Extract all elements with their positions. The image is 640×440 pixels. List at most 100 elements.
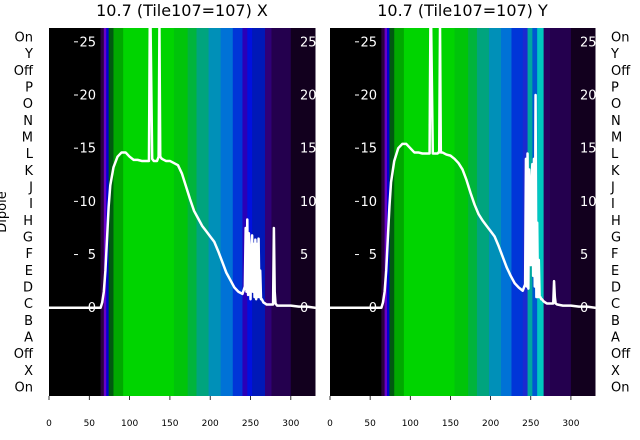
dipole-label: K: [611, 164, 620, 179]
profile-tick-label: 25: [360, 35, 377, 50]
dipole-label: Y: [610, 47, 619, 62]
dipole-label: On: [611, 31, 629, 46]
heatmap-column: [242, 28, 248, 396]
profile-tick-label: 0: [580, 301, 588, 316]
x-tick-label: 100: [402, 419, 419, 429]
x-tick-label: 300: [562, 419, 579, 429]
heatmap-column: [511, 28, 524, 396]
dipole-label: G: [611, 231, 621, 246]
dipole-label: D: [23, 281, 33, 296]
heatmap-column: [103, 28, 107, 396]
x-tick-label: 150: [161, 419, 178, 429]
dipole-label: F: [611, 247, 618, 262]
chart-panel-2: 10.7 (Tile107=107) YOnYOffPONMLKJIHGFEDC…: [327, 1, 631, 429]
dipole-label: I: [29, 197, 33, 212]
profile-tick-label: 25: [580, 35, 597, 50]
x-tick-label: 150: [442, 419, 459, 429]
dipole-label: Off: [14, 347, 34, 362]
heatmap-column: [232, 28, 243, 396]
x-tick-label: 250: [522, 419, 539, 429]
dipole-label: On: [15, 31, 33, 46]
heatmap-column: [208, 28, 222, 396]
profile-tick-label: 20: [79, 89, 96, 104]
x-tick-label: 50: [364, 419, 376, 429]
dipole-label: N: [23, 114, 33, 129]
dipole-label: O: [611, 97, 621, 112]
heatmap-column: [271, 28, 292, 396]
profile-tick-label: 10: [580, 195, 597, 210]
dipole-label: Off: [611, 64, 631, 79]
dipole-label: O: [23, 97, 33, 112]
heatmap-column: [543, 28, 551, 396]
profile-tick-label: 20: [360, 89, 377, 104]
dipole-label: M: [22, 131, 33, 146]
dipole-label: A: [24, 331, 33, 346]
heatmap-column: [537, 28, 545, 396]
heatmap-column: [187, 28, 198, 396]
dipole-label: Off: [611, 347, 631, 362]
dipole-label: N: [611, 114, 621, 129]
dipole-label: I: [611, 197, 615, 212]
dipole-label: C: [24, 297, 33, 312]
chart-panel-1: 10.7 (Tile107=107) XOnYOffPONMLKJIHGFEDC…: [0, 1, 317, 429]
heatmap-column: [220, 28, 234, 396]
x-tick-label: 0: [46, 419, 52, 429]
profile-line: [47, 26, 317, 309]
profile-tick-label: 0: [300, 301, 308, 316]
heatmap-column: [570, 28, 596, 396]
heatmap-column: [100, 28, 105, 396]
heatmap-column: [108, 28, 114, 396]
heatmap-column: [550, 28, 572, 396]
dipole-label: H: [23, 214, 33, 229]
dipole-label: K: [24, 164, 33, 179]
heatmap-column: [394, 28, 405, 396]
profile-tick-label: 15: [300, 142, 317, 157]
dipole-label: B: [611, 314, 620, 329]
heatmap-column: [265, 28, 272, 396]
x-tick-label: 0: [327, 419, 333, 429]
profile-tick-label: 5: [88, 248, 96, 263]
dipole-label: G: [23, 231, 33, 246]
y-axis-label: Dipole: [0, 191, 10, 232]
heatmap-column: [252, 28, 266, 396]
heatmap-column: [196, 28, 210, 396]
dipole-label: C: [611, 297, 620, 312]
x-tick-label: 300: [282, 419, 299, 429]
profile-tick-label: 15: [79, 142, 96, 157]
dipole-label: Off: [14, 64, 34, 79]
profile-tick-label: 5: [300, 248, 308, 263]
profile-tick-label: 20: [300, 89, 317, 104]
x-tick-label: 200: [482, 419, 499, 429]
dipole-label: On: [611, 381, 629, 396]
heatmap-column: [173, 28, 189, 396]
x-tick-label: 100: [121, 419, 138, 429]
heatmap-column: [489, 28, 502, 396]
heatmap-column: [501, 28, 512, 396]
dipole-label: E: [611, 264, 619, 279]
chart-title: 10.7 (Tile107=107) Y: [377, 1, 548, 20]
heatmap-column: [113, 28, 124, 396]
heatmap-column: [330, 28, 382, 396]
profile-tick-label: 25: [79, 35, 96, 50]
heatmap-column: [389, 28, 395, 396]
dipole-label: L: [26, 147, 34, 162]
dipole-label: B: [24, 314, 33, 329]
profile-tick-label: 10: [300, 195, 317, 210]
heatmap-column: [247, 28, 253, 396]
dipole-label: E: [25, 264, 33, 279]
dipole-label: P: [611, 81, 619, 96]
dipole-label: X: [611, 364, 620, 379]
profile-tick-label: 10: [360, 195, 377, 210]
x-tick-label: 250: [242, 419, 259, 429]
dipole-label: J: [28, 181, 33, 196]
heatmap-column: [468, 28, 478, 396]
heatmap-column: [476, 28, 490, 396]
profile-tick-label: 5: [580, 248, 588, 263]
profile-line: [328, 26, 597, 309]
profile-tick-label: 25: [300, 35, 317, 50]
profile-tick-label: 20: [580, 89, 597, 104]
profile-tick-label: 10: [79, 195, 96, 210]
dipole-label: H: [611, 214, 621, 229]
chart-title: 10.7 (Tile107=107) X: [96, 1, 268, 20]
